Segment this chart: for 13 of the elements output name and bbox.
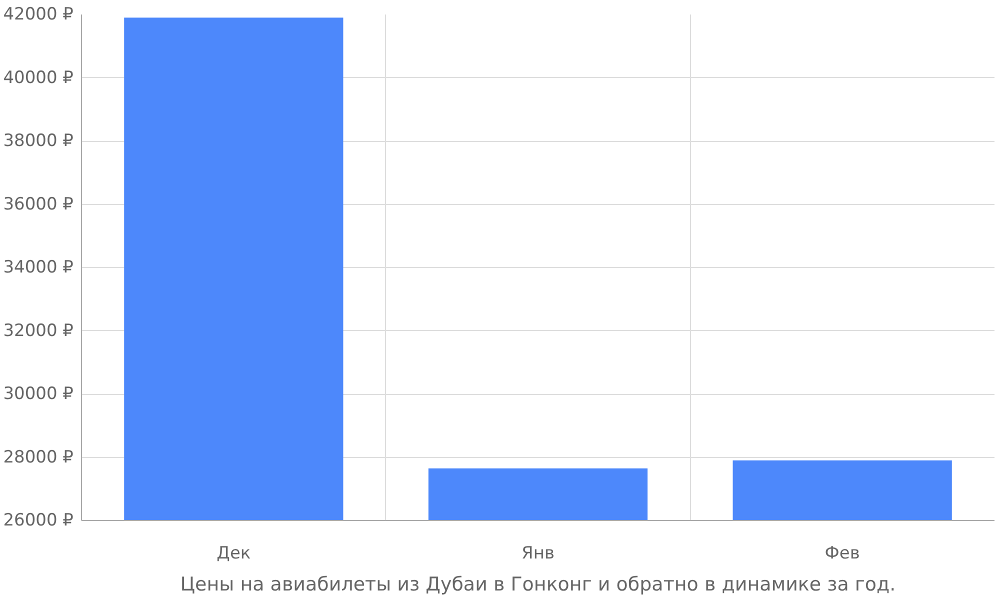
y-tick-label: 34000 ₽	[3, 258, 74, 278]
y-tick-label: 26000 ₽	[3, 510, 74, 530]
y-tick-label: 40000 ₽	[3, 68, 74, 88]
y-tick-label: 32000 ₽	[3, 320, 74, 341]
y-tick-label: 30000 ₽	[3, 384, 74, 404]
x-tick-label: Фев	[824, 544, 860, 564]
x-tick-label: Дек	[216, 544, 251, 564]
y-tick-label: 38000 ₽	[3, 131, 74, 151]
y-tick-label: 28000 ₽	[3, 447, 74, 468]
text: Цены на авиабилеты из Дубаи в Гонконг и обратно в динамике за год.	[180, 574, 896, 596]
y-tick-label: 42000 ₽	[3, 4, 74, 24]
y-tick-label: 36000 ₽	[3, 194, 74, 214]
x-tick-label: Янв	[522, 544, 554, 564]
